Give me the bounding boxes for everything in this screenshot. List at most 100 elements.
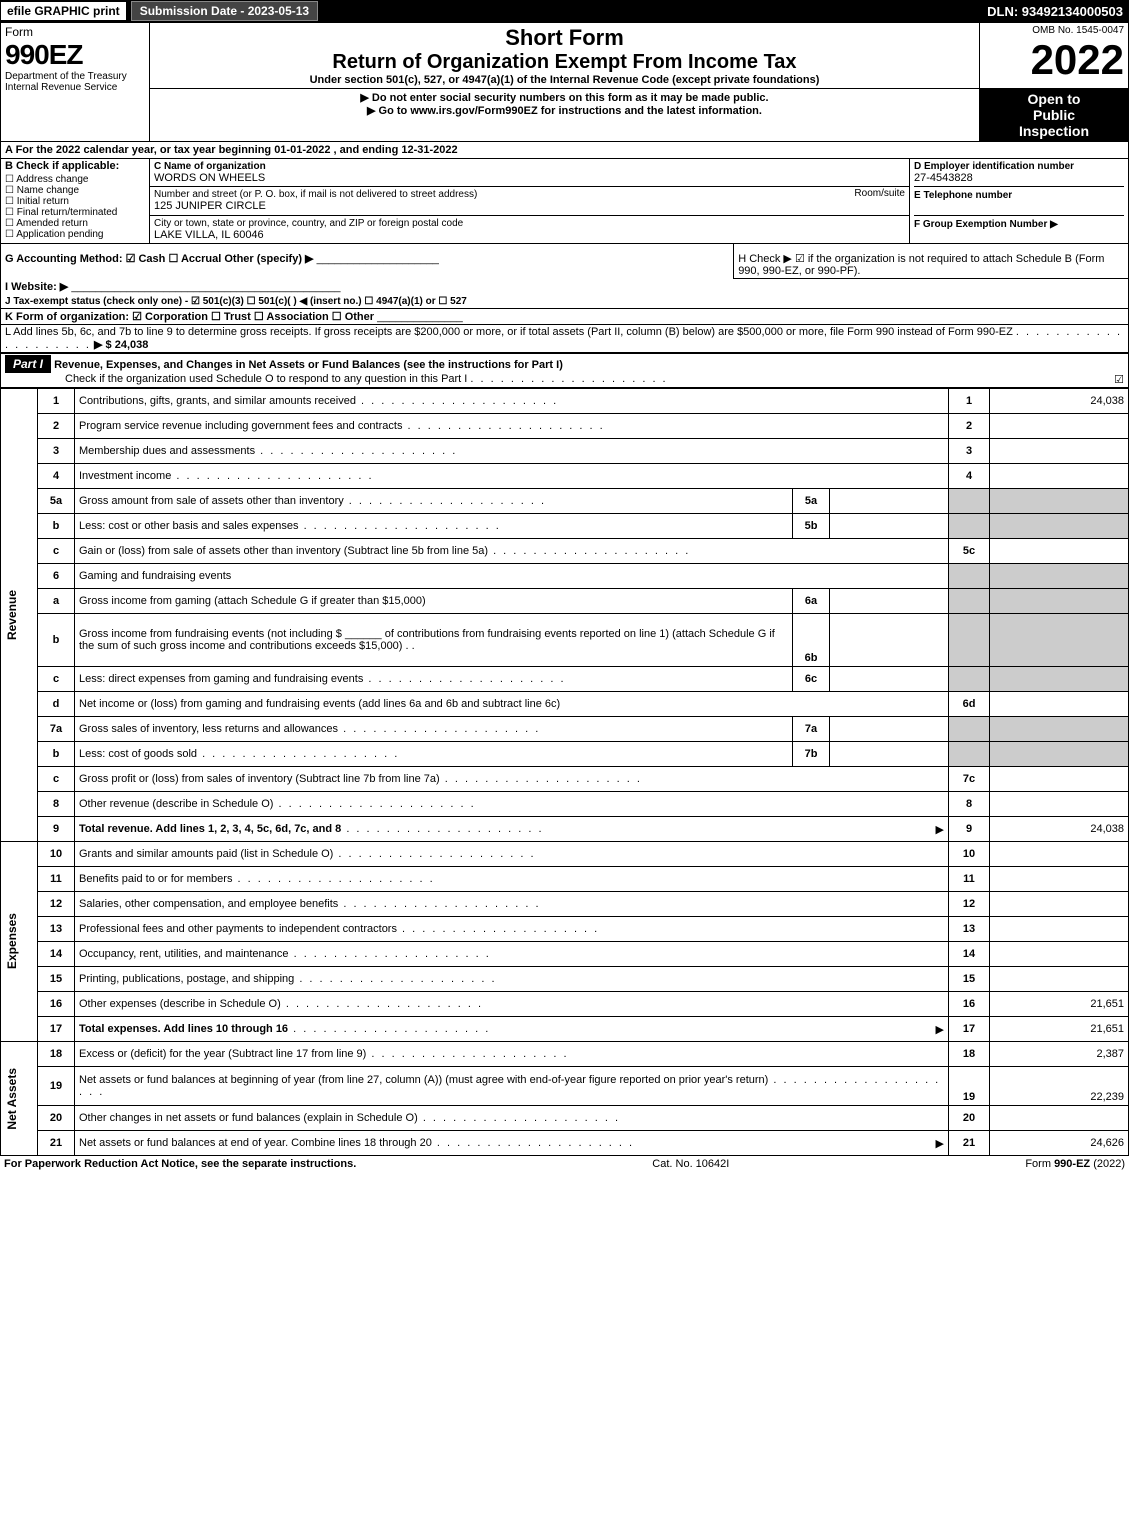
grey-cell xyxy=(990,717,1129,742)
part-1-title: Revenue, Expenses, and Changes in Net As… xyxy=(54,359,563,371)
line-6b-sub: 6b xyxy=(793,614,830,667)
line-19-text: Net assets or fund balances at beginning… xyxy=(79,1074,940,1098)
org-info-table: B Check if applicable: Address change Na… xyxy=(0,159,1129,244)
line-2-amount xyxy=(990,414,1129,439)
line-6d-amount xyxy=(990,692,1129,717)
goto-link[interactable]: ▶ Go to www.irs.gov/Form990EZ for instru… xyxy=(154,104,975,117)
form-number: 990EZ xyxy=(5,39,145,71)
tax-year: 2022 xyxy=(984,36,1124,84)
grey-cell xyxy=(949,564,990,589)
line-10-amount xyxy=(990,842,1129,867)
section-c-name-label: C Name of organization xyxy=(154,161,266,172)
form-header: Form 990EZ Department of the Treasury In… xyxy=(0,22,1129,142)
part-1-label: Part I xyxy=(5,355,51,373)
line-num: 6 xyxy=(38,564,75,589)
line-num: c xyxy=(38,767,75,792)
line-16-text: Other expenses (describe in Schedule O) xyxy=(79,998,483,1010)
line-18-box: 18 xyxy=(949,1042,990,1067)
chk-application-pending[interactable]: Application pending xyxy=(5,229,145,240)
line-7c-box: 7c xyxy=(949,767,990,792)
line-num: 9 xyxy=(38,817,75,842)
line-7c-amount xyxy=(990,767,1129,792)
sections-g-l: G Accounting Method: ☑ Cash ☐ Accrual Ot… xyxy=(0,244,1129,353)
line-5b-subamt xyxy=(830,514,949,539)
line-4-text: Investment income xyxy=(79,470,374,482)
part-1-table: Revenue 1 Contributions, gifts, grants, … xyxy=(0,388,1129,1156)
line-4-amount xyxy=(990,464,1129,489)
line-6d-box: 6d xyxy=(949,692,990,717)
ssn-warning: ▶ Do not enter social security numbers o… xyxy=(154,91,975,104)
line-5b-sub: 5b xyxy=(793,514,830,539)
line-2-box: 2 xyxy=(949,414,990,439)
arrow-icon: ▶ xyxy=(936,1023,944,1036)
part-1-checkbox[interactable]: ☑ xyxy=(1114,373,1124,386)
line-num: 11 xyxy=(38,867,75,892)
section-j-tax-status: J Tax-exempt status (check only one) - ☑… xyxy=(5,296,467,307)
line-num: 7a xyxy=(38,717,75,742)
line-9-box: 9 xyxy=(949,817,990,842)
efile-print-button[interactable]: efile GRAPHIC print xyxy=(0,1,127,21)
section-k-org-form: K Form of organization: ☑ Corporation ☐ … xyxy=(5,311,374,323)
grey-cell xyxy=(990,742,1129,767)
dln-label: DLN: 93492134000503 xyxy=(987,4,1129,19)
line-num: b xyxy=(38,614,75,667)
grey-cell xyxy=(949,667,990,692)
line-21-box: 21 xyxy=(949,1131,990,1156)
public-label: Public xyxy=(984,107,1124,123)
room-suite-label: Room/suite xyxy=(854,188,905,199)
line-5c-amount xyxy=(990,539,1129,564)
line-19-box: 19 xyxy=(949,1067,990,1106)
chk-name-change[interactable]: Name change xyxy=(5,185,145,196)
grey-cell xyxy=(990,514,1129,539)
line-12-box: 12 xyxy=(949,892,990,917)
line-6b-text: Gross income from fundraising events (no… xyxy=(79,628,342,640)
chk-initial-return[interactable]: Initial return xyxy=(5,196,145,207)
line-num: 19 xyxy=(38,1067,75,1106)
arrow-icon: ▶ xyxy=(936,1137,944,1150)
footer-left: For Paperwork Reduction Act Notice, see … xyxy=(4,1158,356,1170)
line-7a-sub: 7a xyxy=(793,717,830,742)
line-5a-subamt xyxy=(830,489,949,514)
line-21-text: Net assets or fund balances at end of ye… xyxy=(79,1137,634,1149)
section-c-addr-label: Number and street (or P. O. box, if mail… xyxy=(154,189,477,200)
org-city: LAKE VILLA, IL 60046 xyxy=(154,229,264,241)
chk-address-change[interactable]: Address change xyxy=(5,174,145,185)
section-l-gross-receipts: L Add lines 5b, 6c, and 7b to line 9 to … xyxy=(5,326,1013,338)
line-num: b xyxy=(38,514,75,539)
line-6-text: Gaming and fundraising events xyxy=(79,570,231,582)
chk-final-return[interactable]: Final return/terminated xyxy=(5,207,145,218)
section-l-amount: ▶ $ 24,038 xyxy=(94,339,148,351)
line-1-amount: 24,038 xyxy=(990,389,1129,414)
submission-date-button[interactable]: Submission Date - 2023-05-13 xyxy=(131,1,318,21)
line-13-text: Professional fees and other payments to … xyxy=(79,923,599,935)
line-num: c xyxy=(38,539,75,564)
line-15-box: 15 xyxy=(949,967,990,992)
org-street: 125 JUNIPER CIRCLE xyxy=(154,200,266,212)
line-8-text: Other revenue (describe in Schedule O) xyxy=(79,798,476,810)
line-6c-subamt xyxy=(830,667,949,692)
chk-amended-return[interactable]: Amended return xyxy=(5,218,145,229)
netassets-side-label: Net Assets xyxy=(5,1068,19,1130)
irs-label: Internal Revenue Service xyxy=(5,82,145,93)
line-15-amount xyxy=(990,967,1129,992)
part-1-header: Part I Revenue, Expenses, and Changes in… xyxy=(0,353,1129,388)
line-10-text: Grants and similar amounts paid (list in… xyxy=(79,848,536,860)
line-10-box: 10 xyxy=(949,842,990,867)
form-word: Form xyxy=(5,25,145,39)
grey-cell xyxy=(949,514,990,539)
line-13-box: 13 xyxy=(949,917,990,942)
line-3-text: Membership dues and assessments xyxy=(79,445,457,457)
line-num: 14 xyxy=(38,942,75,967)
line-num: b xyxy=(38,742,75,767)
line-15-text: Printing, publications, postage, and shi… xyxy=(79,973,497,985)
line-num: 8 xyxy=(38,792,75,817)
form-title: Return of Organization Exempt From Incom… xyxy=(154,51,975,74)
line-num: 2 xyxy=(38,414,75,439)
line-num: 17 xyxy=(38,1017,75,1042)
line-num: 10 xyxy=(38,842,75,867)
line-num: 20 xyxy=(38,1106,75,1131)
line-num: 12 xyxy=(38,892,75,917)
line-7a-text: Gross sales of inventory, less returns a… xyxy=(79,723,540,735)
dots-filler xyxy=(288,1023,490,1035)
line-1-box: 1 xyxy=(949,389,990,414)
